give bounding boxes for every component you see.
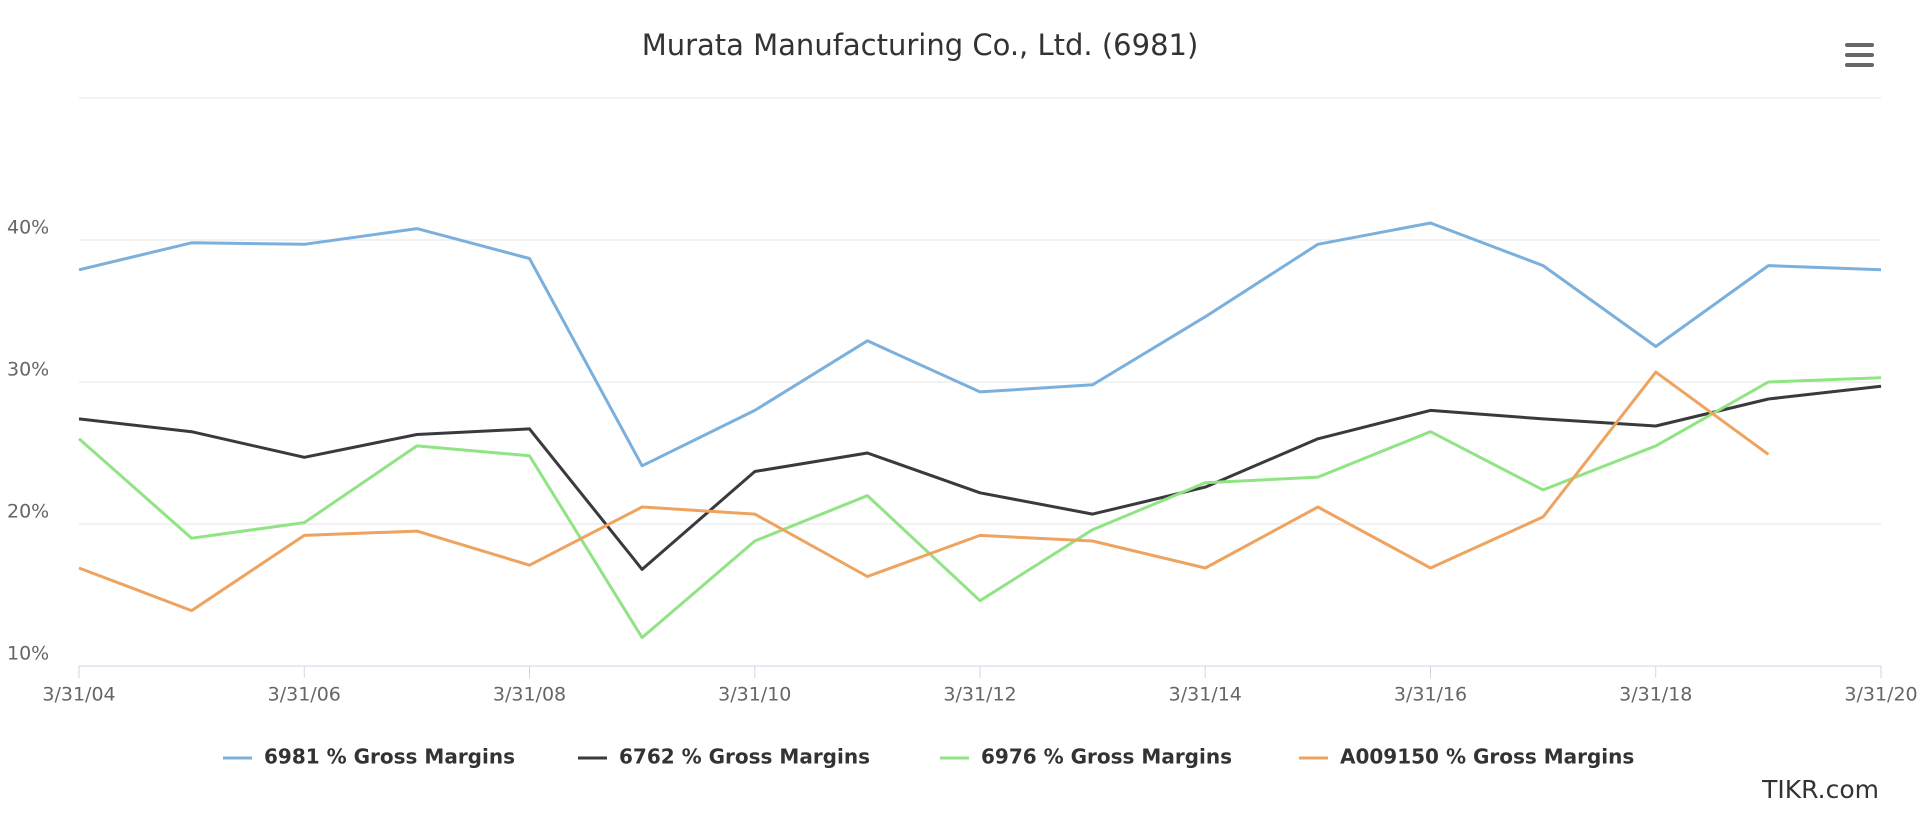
series-line [78,384,1882,571]
x-tick-label: 3/31/06 [268,684,341,706]
series-line [78,221,1882,468]
series-line [78,376,1882,640]
x-tick-label: 3/31/16 [1394,684,1467,706]
x-tick-label: 3/31/08 [493,684,566,706]
x-tick-label: 3/31/14 [1169,684,1242,706]
menu-button[interactable] [1845,43,1874,67]
y-tick-label: 20% [7,501,49,523]
y-tick-label: 10% [7,643,49,665]
legend-label: 6981 % Gross Margins [264,745,515,769]
x-tick-label: 3/31/10 [718,684,791,706]
x-tick-label: 3/31/04 [42,684,115,706]
x-tick-label: 3/31/18 [1619,684,1692,706]
series-line [78,370,1770,613]
y-tick-label: 30% [7,359,49,381]
menu-bar [1845,53,1874,57]
legend-label: 6976 % Gross Margins [981,745,1232,769]
menu-bar [1845,43,1874,47]
legend-label: 6762 % Gross Margins [619,745,870,769]
x-tick-label: 3/31/12 [943,684,1016,706]
chart-title: Murata Manufacturing Co., Ltd. (6981) [642,28,1199,62]
y-tick-label: 40% [7,217,49,239]
watermark: TIKR.com [1761,775,1879,804]
menu-bar [1845,63,1874,67]
x-tick-label: 3/31/20 [1844,684,1917,706]
legend-label: A009150 % Gross Margins [1340,745,1634,769]
